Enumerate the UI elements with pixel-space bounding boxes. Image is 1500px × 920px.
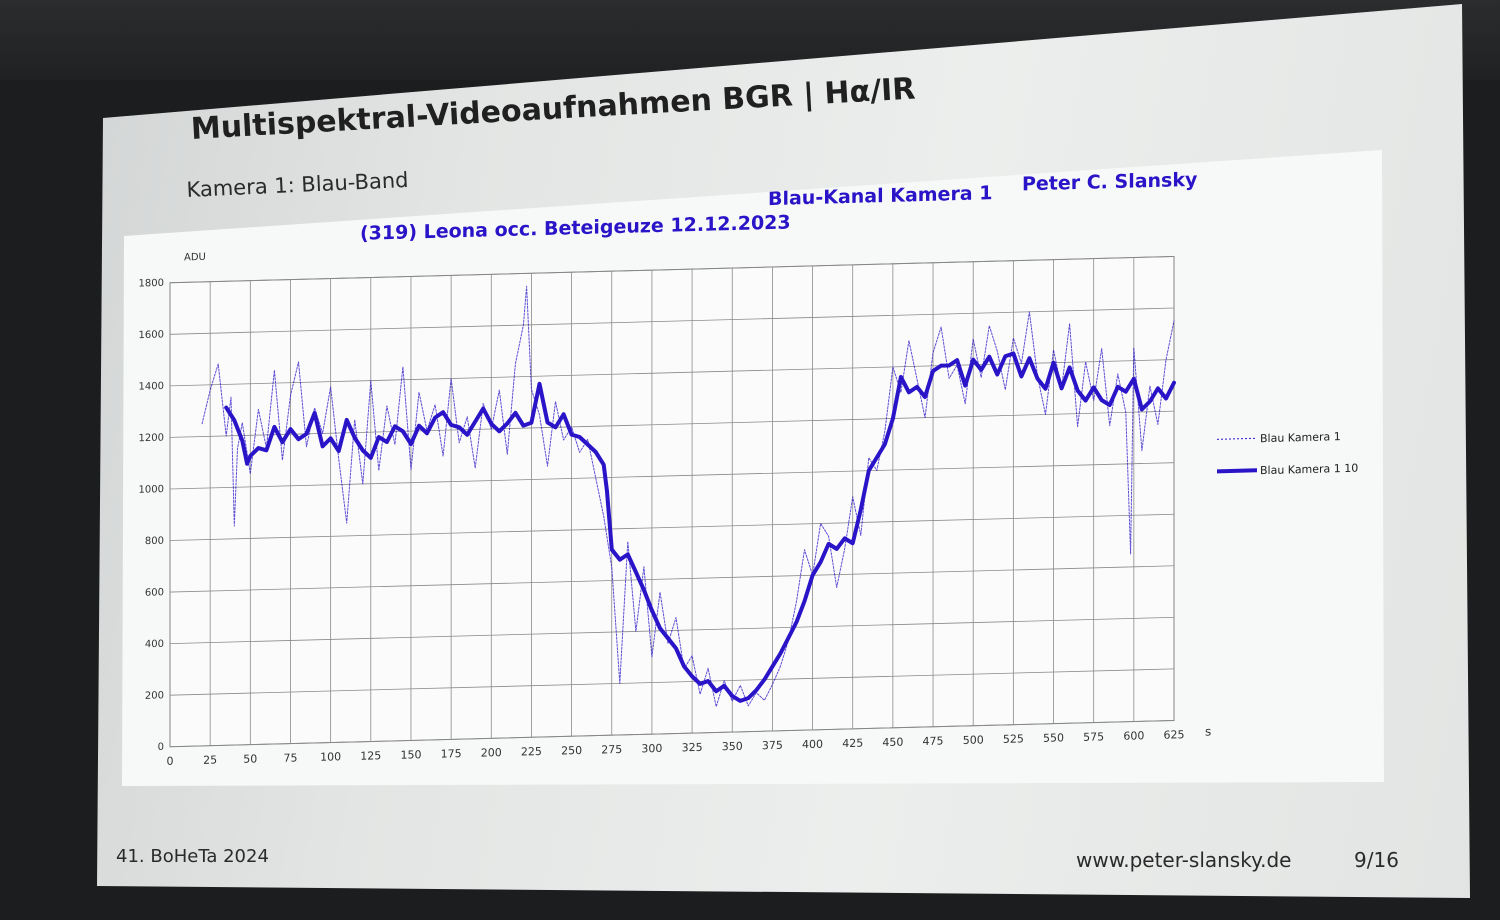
y-tick-label: 1000 xyxy=(139,484,164,496)
x-tick-label: 75 xyxy=(283,751,297,764)
legend: Blau Kamera 1 Blau Kamera 1 10 xyxy=(1217,430,1358,478)
x-tick-label: 475 xyxy=(923,734,944,748)
x-tick-label: 25 xyxy=(203,754,217,767)
y-gridline xyxy=(170,513,1174,541)
x-tick-label: 200 xyxy=(481,746,502,760)
x-tick-label: 100 xyxy=(320,750,341,764)
x-tick-label: 325 xyxy=(682,741,703,755)
y-tick-label: 1600 xyxy=(139,329,164,341)
x-tick-label: 250 xyxy=(561,744,582,758)
x-tick-label: 125 xyxy=(360,749,381,763)
x-tick-label: 425 xyxy=(842,737,863,751)
line-chart: (319) Leona occ. Beteigeuze 12.12.2023 B… xyxy=(139,169,1359,768)
x-tick-label: 175 xyxy=(441,747,462,761)
gridlines xyxy=(169,255,1175,748)
chart-subtitle: Blau-Kanal Kamera 1 xyxy=(768,182,992,210)
x-tick-label: 375 xyxy=(762,739,783,753)
legend-label-raw: Blau Kamera 1 xyxy=(1260,430,1341,445)
x-tick-label: 600 xyxy=(1123,729,1144,743)
slide-title: Multispektral-Videoaufnahmen BGR | Hα/IR xyxy=(190,71,917,147)
x-tick-label: 525 xyxy=(1003,732,1024,746)
footer-page-number: 9/16 xyxy=(1354,848,1399,872)
y-gridline xyxy=(170,359,1174,387)
y-gridline xyxy=(170,565,1174,593)
x-tick-label: 575 xyxy=(1083,730,1104,744)
y-tick-label: 800 xyxy=(145,536,164,547)
footer-url: www.peter-slansky.de xyxy=(1076,848,1292,872)
legend-swatch-smoothed xyxy=(1217,468,1257,474)
y-gridline xyxy=(170,410,1174,438)
x-tick-label: 300 xyxy=(641,742,662,756)
y-tick-label: 0 xyxy=(158,742,164,753)
y-tick-label: 600 xyxy=(145,587,164,598)
y-tick-label: 1800 xyxy=(139,278,164,290)
x-tick-label: 400 xyxy=(802,738,823,752)
y-tick-label: 200 xyxy=(145,690,164,701)
slide-subtitle: Kamera 1: Blau-Band xyxy=(186,167,409,202)
x-tick-label: 50 xyxy=(243,752,257,765)
footer-event: 41. BoHeTa 2024 xyxy=(116,846,269,867)
x-tick-label: 350 xyxy=(722,740,743,754)
y-gridline xyxy=(170,720,1174,748)
y-axis-label: ADU xyxy=(184,252,206,264)
x-tick-label: 625 xyxy=(1164,728,1185,742)
x-tick-label: 225 xyxy=(521,745,542,759)
x-tick-label: 450 xyxy=(882,736,903,750)
y-gridline xyxy=(170,462,1174,490)
y-tick-labels: 0 200 400 600 800 1000 1200 1400 1600 1800 xyxy=(139,278,164,753)
y-tick-label: 1200 xyxy=(139,433,164,445)
x-tick-label: 150 xyxy=(400,748,421,762)
series-line-smoothed xyxy=(224,351,1176,703)
x-tick-labels: 0 25 50 75 100 125 150 175 200 225 250 275 300 325 350… xyxy=(167,728,1185,768)
legend-swatch-raw xyxy=(1217,437,1257,440)
x-axis-label: s xyxy=(1205,724,1211,738)
y-tick-label: 1400 xyxy=(139,381,164,393)
y-tick-label: 400 xyxy=(145,639,164,650)
y-gridline xyxy=(170,256,1174,284)
y-gridline xyxy=(170,668,1174,696)
y-gridline xyxy=(170,307,1174,335)
x-tick-label: 500 xyxy=(963,733,984,747)
chart-author: Peter C. Slansky xyxy=(1022,169,1198,196)
chart-title: (319) Leona occ. Beteigeuze 12.12.2023 xyxy=(360,211,791,244)
x-tick-label: 275 xyxy=(601,743,622,757)
x-tick-label: 550 xyxy=(1043,731,1064,745)
x-tick-label: 0 xyxy=(167,755,174,768)
series-lines xyxy=(201,285,1176,708)
chart-panel: (319) Leona occ. Beteigeuze 12.12.2023 B… xyxy=(122,150,1384,786)
legend-label-smoothed: Blau Kamera 1 10 xyxy=(1260,462,1358,478)
